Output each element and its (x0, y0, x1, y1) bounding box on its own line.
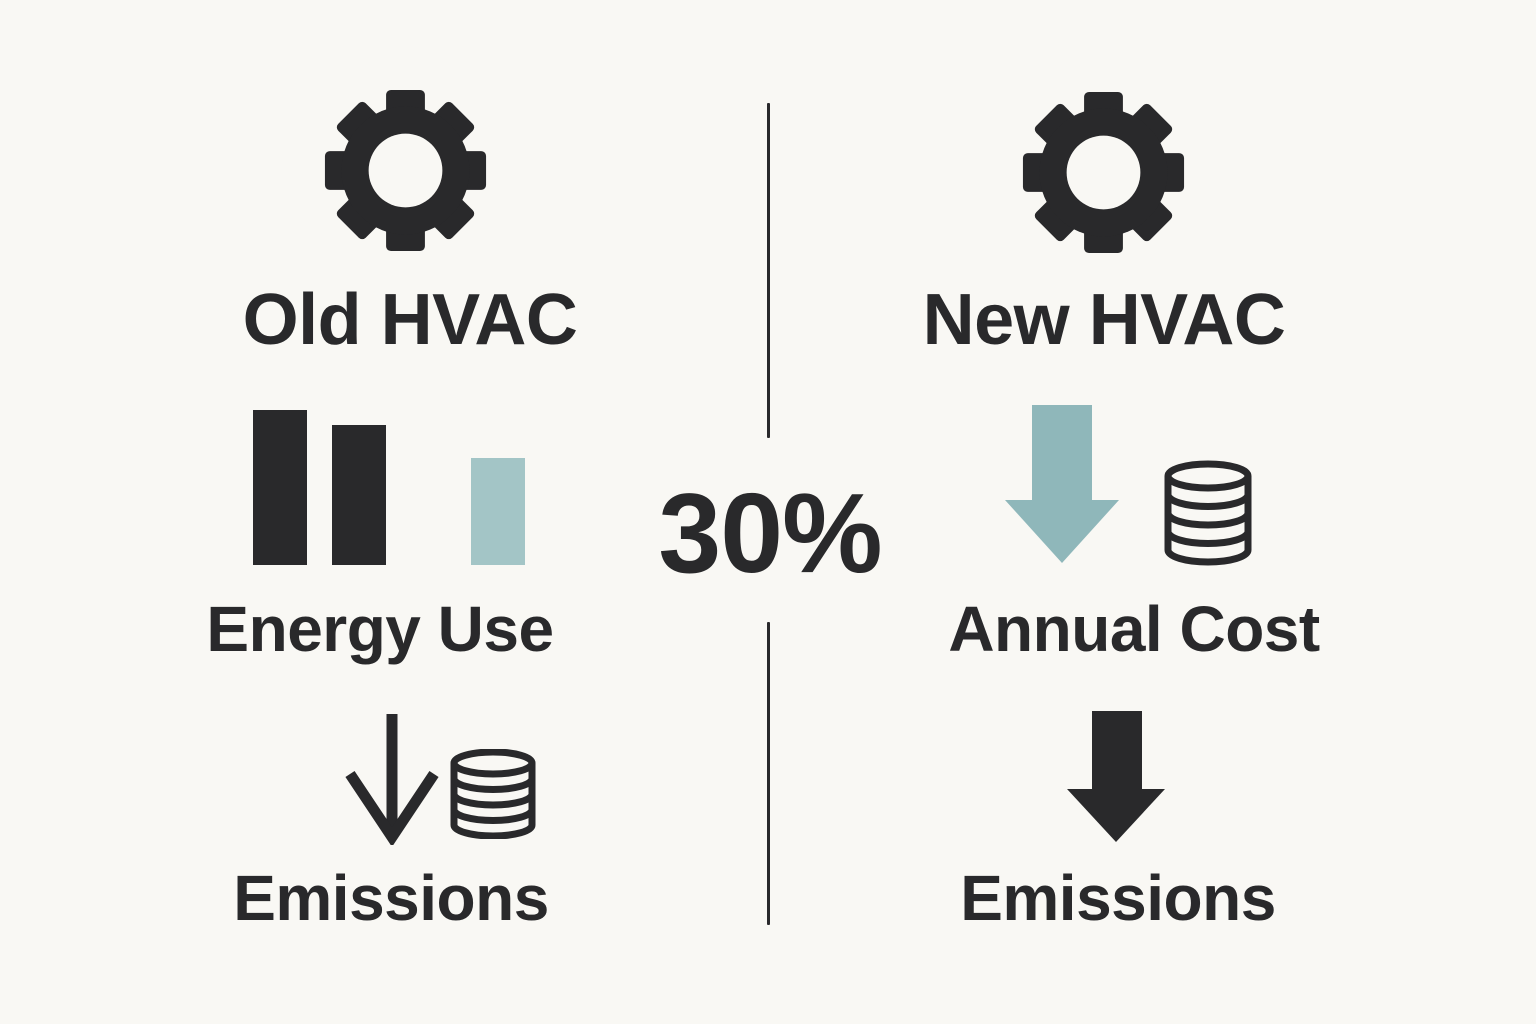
divider-line-bottom (767, 622, 770, 925)
energy-use-label: Energy Use (206, 593, 554, 665)
divider-line-top (767, 103, 770, 438)
coins-icon (447, 749, 539, 839)
left-emissions-label: Emissions (233, 862, 549, 934)
gear-icon (323, 88, 488, 253)
energy-bar-new-unit (471, 458, 525, 565)
down-arrow-icon (1065, 711, 1167, 844)
energy-bar-old-unit-b (332, 425, 386, 565)
down-arrow-icon (1003, 405, 1121, 565)
gear-icon (1021, 90, 1186, 255)
right-column-title: New HVAC (922, 280, 1286, 360)
savings-stat: 30% (658, 470, 882, 596)
left-column-title: Old HVAC (242, 280, 578, 360)
energy-bars-chart (253, 410, 525, 565)
annual-cost-label: Annual Cost (948, 593, 1320, 665)
right-emissions-label: Emissions (960, 862, 1276, 934)
energy-bar-old-unit-a (253, 410, 307, 565)
coins-icon (1161, 460, 1255, 566)
down-arrow-icon (342, 710, 442, 845)
